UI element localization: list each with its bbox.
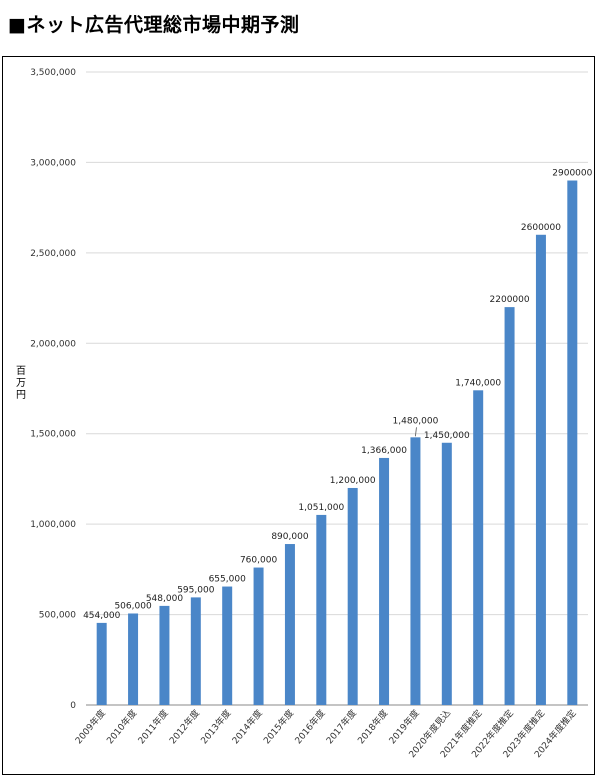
bar — [316, 514, 327, 705]
data-label: 506,000 — [114, 601, 151, 611]
bar — [379, 457, 390, 705]
y-tick-label: 3,500,000 — [30, 68, 76, 78]
x-tick-label: 2015年度 — [261, 707, 296, 746]
bar — [284, 544, 295, 705]
bar — [504, 307, 515, 705]
x-tick-label: 2014年度 — [229, 707, 264, 746]
y-tick-label: 1,000,000 — [30, 520, 76, 530]
data-label: 1,480,000 — [393, 416, 439, 426]
x-tick-label: 2016年度 — [292, 707, 327, 746]
data-label: 2600000 — [521, 223, 561, 233]
bar — [567, 180, 578, 705]
data-label: 1,366,000 — [361, 446, 407, 456]
data-label: 2200000 — [490, 295, 530, 305]
x-tick-label: 2019年度 — [386, 707, 421, 746]
y-tick-label: 2,000,000 — [30, 339, 76, 349]
bar — [473, 390, 484, 705]
leader-line — [415, 427, 417, 437]
y-tick-label: 0 — [70, 701, 76, 711]
bar — [159, 605, 170, 705]
bar — [96, 622, 107, 705]
x-tick-label: 2010年度 — [104, 707, 139, 746]
bar — [253, 567, 264, 705]
bar — [535, 234, 546, 705]
bar — [441, 442, 452, 705]
bar — [190, 597, 201, 705]
x-tick-label: 2009年度 — [72, 707, 107, 746]
x-tick-label: 2011年度 — [135, 707, 170, 746]
bar — [222, 586, 233, 705]
data-label: 1,200,000 — [330, 476, 376, 486]
y-tick-label: 1,500,000 — [30, 430, 76, 440]
data-label: 454,000 — [83, 611, 120, 621]
data-label: 1,051,000 — [298, 503, 344, 513]
data-label: 2900000 — [552, 169, 592, 179]
bar — [410, 437, 421, 705]
chart-frame — [2, 56, 595, 775]
page-title: ■ネット広告代理総市場中期予測 — [8, 14, 300, 36]
bar — [128, 613, 139, 705]
data-label: 760,000 — [240, 556, 277, 566]
y-tick-label: 500,000 — [39, 611, 76, 621]
x-tick-label: 2013年度 — [198, 707, 233, 746]
data-label: 1,450,000 — [424, 431, 470, 441]
data-label: 890,000 — [271, 532, 308, 542]
data-label: 595,000 — [177, 585, 214, 595]
y-tick-label: 2,500,000 — [30, 249, 76, 259]
x-tick-label: 2012年度 — [167, 707, 202, 746]
data-label: 548,000 — [146, 594, 183, 604]
data-label: 1,740,000 — [455, 378, 501, 388]
data-label: 655,000 — [209, 575, 246, 585]
y-axis-label: 百万円 — [16, 366, 26, 401]
y-tick-label: 3,000,000 — [30, 158, 76, 168]
x-tick-label: 2017年度 — [323, 707, 358, 746]
bar — [347, 487, 358, 705]
x-tick-label: 2018年度 — [355, 707, 390, 746]
